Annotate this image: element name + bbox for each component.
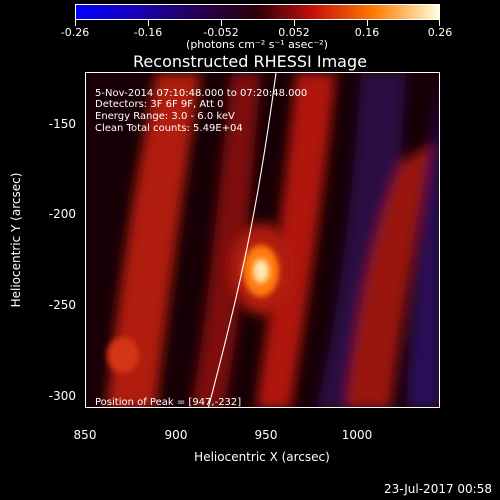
y-tick-label: -250 — [48, 298, 76, 312]
emission-bands — [106, 73, 439, 407]
peak-position: Position of Peak = [947,-232] — [95, 397, 242, 408]
bright-source-peak — [253, 259, 269, 283]
colorbar-units: (photons cm⁻² s⁻¹ asec⁻²) — [186, 38, 328, 51]
colorbar-tick — [439, 20, 440, 26]
y-tick-label: -300 — [48, 389, 76, 403]
info-detectors: Detectors: 3F 6F 9F, Att 0 — [95, 99, 224, 110]
band — [106, 73, 201, 407]
colorbar-label: -0.26 — [60, 26, 90, 39]
info-date: 5-Nov-2014 07:10:48.000 to 07:20:48.000 — [95, 88, 308, 99]
secondary-source — [107, 337, 139, 373]
colorbar — [75, 4, 440, 20]
y-axis-label: Heliocentric Y (arcsec) — [9, 172, 23, 308]
colorbar-ticks — [75, 20, 440, 30]
heatmap-plot — [85, 72, 440, 408]
timestamp: 23-Jul-2017 00:58 — [383, 482, 492, 496]
heatmap-canvas — [86, 73, 439, 407]
x-tick-label: 1000 — [341, 428, 373, 442]
y-tick-label: -150 — [48, 117, 76, 131]
x-tick-label: 950 — [254, 428, 278, 442]
chart-title: Reconstructed RHESSI Image — [133, 52, 367, 71]
sources — [107, 223, 294, 373]
band — [256, 73, 336, 407]
colorbar-label: -0.052 — [203, 26, 239, 39]
solar-limb-curve — [207, 73, 277, 407]
band — [191, 73, 261, 407]
x-axis-label: Heliocentric X (arcsec) — [194, 450, 330, 464]
colorbar-tick — [221, 20, 222, 26]
colorbar-label: -0.16 — [133, 26, 163, 39]
colorbar-gradient — [76, 5, 439, 19]
colorbar-tick — [75, 20, 76, 26]
colorbar-tick — [367, 20, 368, 26]
colorbar-label: 0.16 — [354, 26, 380, 39]
y-tick-label: -200 — [48, 207, 76, 221]
colorbar-label: 0.052 — [278, 26, 310, 39]
band — [406, 88, 439, 407]
colorbar-label: 0.26 — [427, 26, 453, 39]
info-clean: Clean Total counts: 5.49E+04 — [95, 123, 243, 134]
x-tick-label: 900 — [164, 428, 188, 442]
band — [346, 143, 431, 407]
x-tick-label: 850 — [73, 428, 97, 442]
info-energy: Energy Range: 3.0 - 6.0 keV — [95, 111, 235, 122]
colorbar-tick — [294, 20, 295, 26]
colorbar-tick — [148, 20, 149, 26]
